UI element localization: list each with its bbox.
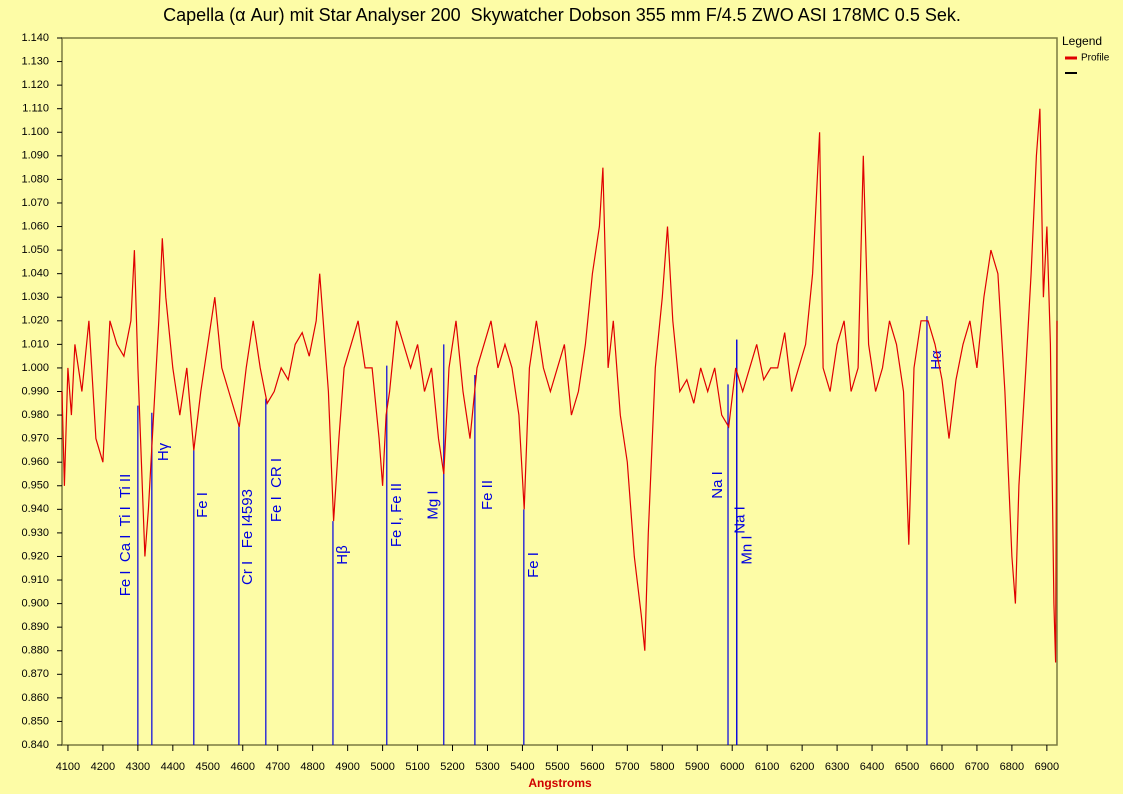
x-tick-label: 6400	[860, 761, 884, 773]
annotation-label: Cr I Fe I4593	[239, 489, 256, 585]
y-tick-label: 1.130	[21, 55, 49, 67]
annotation-label: Fe I	[194, 492, 211, 518]
y-tick-label: 0.890	[21, 621, 49, 633]
x-tick-label: 4400	[161, 761, 185, 773]
y-tick-label: 0.880	[21, 645, 49, 657]
annotation-label: Mg I	[425, 490, 442, 519]
annotation-label: Fe I CR I	[268, 458, 285, 522]
y-tick-label: 0.900	[21, 598, 49, 610]
y-tick-label: 1.080	[21, 173, 49, 185]
y-tick-label: 0.910	[21, 574, 49, 586]
x-tick-label: 4600	[231, 761, 255, 773]
y-tick-label: 1.010	[21, 338, 49, 350]
x-tick-label: 4900	[335, 761, 359, 773]
annotation-label: Fe I	[525, 552, 542, 578]
x-tick-label: 4800	[300, 761, 324, 773]
x-tick-label: 5400	[510, 761, 534, 773]
x-tick-label: 4100	[56, 761, 80, 773]
x-tick-label: 4700	[265, 761, 289, 773]
y-tick-label: 1.030	[21, 291, 49, 303]
annotation-label: Fe II	[479, 480, 496, 510]
y-tick-label: 1.050	[21, 244, 49, 256]
y-tick-label: 1.100	[21, 126, 49, 138]
annotation-label: Hα	[928, 350, 945, 370]
legend-title: Legend	[1062, 34, 1102, 48]
annotation-label: Hβ	[334, 545, 351, 565]
x-tick-label: 4200	[91, 761, 115, 773]
legend-label: Profile	[1081, 53, 1110, 64]
chart-title: Capella (α Aur) mit Star Analyser 200 Sk…	[163, 5, 961, 25]
y-tick-label: 1.020	[21, 315, 49, 327]
x-tick-label: 4300	[126, 761, 150, 773]
x-tick-label: 6000	[720, 761, 744, 773]
y-tick-label: 1.120	[21, 79, 49, 91]
y-tick-label: 0.850	[21, 715, 49, 727]
x-tick-label: 6600	[930, 761, 954, 773]
y-tick-label: 1.070	[21, 197, 49, 209]
y-tick-label: 0.940	[21, 503, 49, 515]
y-tick-label: 0.840	[21, 739, 49, 751]
annotation-label: Fe I Ca I Ti I Ti II	[117, 474, 134, 597]
x-tick-label: 6900	[1035, 761, 1059, 773]
y-tick-label: 1.040	[21, 268, 49, 280]
x-tick-label: 5500	[545, 761, 569, 773]
y-tick-label: 0.920	[21, 550, 49, 562]
x-tick-label: 5900	[685, 761, 709, 773]
x-tick-label: 6800	[1000, 761, 1024, 773]
y-tick-label: 0.970	[21, 433, 49, 445]
annotation-label: Mn I	[739, 535, 756, 564]
y-tick-label: 1.090	[21, 150, 49, 162]
annotation-label: Na I	[732, 506, 749, 534]
y-tick-label: 0.870	[21, 668, 49, 680]
annotation-label: Hγ	[155, 442, 172, 461]
x-axis-label: Angstroms	[528, 776, 592, 790]
y-tick-label: 1.140	[21, 32, 49, 44]
x-tick-label: 5800	[650, 761, 674, 773]
x-tick-label: 6300	[825, 761, 849, 773]
x-tick-label: 5100	[405, 761, 429, 773]
x-tick-label: 5300	[475, 761, 499, 773]
profile-line	[61, 108, 1058, 663]
y-tick-label: 0.930	[21, 527, 49, 539]
x-tick-label: 6700	[965, 761, 989, 773]
x-tick-label: 6100	[755, 761, 779, 773]
y-tick-label: 0.950	[21, 480, 49, 492]
y-tick-label: 1.000	[21, 362, 49, 374]
x-tick-label: 5600	[580, 761, 604, 773]
x-tick-label: 6500	[895, 761, 919, 773]
annotation-label: Na I	[709, 471, 726, 499]
annotation-label: Fe I, Fe II	[388, 483, 405, 547]
y-tick-label: 0.980	[21, 409, 49, 421]
y-tick-label: 0.860	[21, 692, 49, 704]
x-tick-label: 5000	[370, 761, 394, 773]
x-tick-label: 4500	[196, 761, 220, 773]
y-tick-label: 0.960	[21, 456, 49, 468]
y-tick-label: 1.060	[21, 220, 49, 232]
x-tick-label: 5700	[615, 761, 639, 773]
x-tick-label: 6200	[790, 761, 814, 773]
y-tick-label: 1.110	[22, 103, 49, 115]
x-tick-label: 5200	[440, 761, 464, 773]
y-tick-label: 0.990	[21, 385, 49, 397]
